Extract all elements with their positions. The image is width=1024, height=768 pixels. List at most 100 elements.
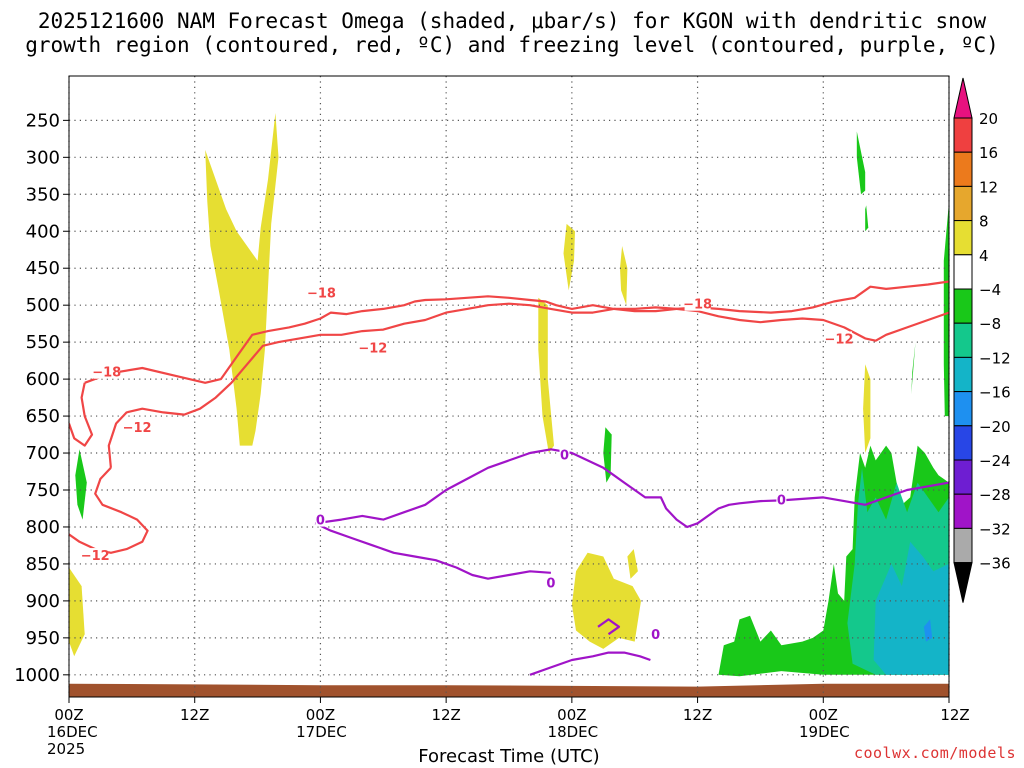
- shaded-region-2: [563, 223, 575, 291]
- contour-label-bg: [359, 340, 386, 355]
- y-tick-label: 800: [26, 517, 60, 538]
- y-tick-label: 450: [26, 258, 60, 279]
- shaded-region-13: [943, 201, 949, 417]
- contour-label: 0: [560, 449, 569, 464]
- contour-label-bg: [308, 285, 335, 300]
- contour-label-bg: [93, 364, 120, 379]
- colorbar-label: −28: [979, 486, 1011, 504]
- contour-label-bg: [545, 575, 556, 590]
- contour-label-bg: [776, 492, 787, 507]
- colorbar-label: −32: [979, 520, 1011, 538]
- y-tick-label: 250: [26, 110, 60, 131]
- colorbar-label: 12: [979, 178, 998, 196]
- contour-label-bg: [559, 447, 570, 462]
- y-tick-label: 700: [26, 443, 60, 464]
- contour-line-freezing-5: [314, 522, 551, 580]
- shaded-region-18: [69, 683, 949, 697]
- colorbar-label: 20: [979, 110, 998, 128]
- y-tick-label: 350: [26, 184, 60, 205]
- credit-link[interactable]: coolwx.com/models: [853, 744, 1016, 762]
- shaded-region-0: [69, 567, 85, 657]
- colorbar-bottom-arrow: [953, 562, 973, 603]
- colorbar-swatch: [953, 151, 973, 187]
- y-tick-label: 1000: [14, 665, 60, 686]
- x-tick-label: 12Z: [180, 706, 209, 724]
- plot-frame: [68, 75, 950, 698]
- colorbar-label: −20: [979, 418, 1011, 436]
- x-tick-label: 00Z: [54, 706, 83, 724]
- colorbar-swatch: [953, 254, 973, 290]
- x-axis-label: Forecast Time (UTC): [418, 746, 600, 767]
- contour-label: 0: [651, 628, 660, 643]
- contour-label: −18: [92, 366, 121, 381]
- colorbar-swatch: [953, 527, 973, 564]
- contour-line-dgz-1: [69, 382, 94, 447]
- x-tick-label: 2025: [47, 740, 85, 758]
- x-tick-label: 18DEC: [548, 723, 599, 741]
- shaded-region-3: [538, 297, 554, 453]
- colorbar-swatch: [953, 117, 973, 153]
- x-tick-label: 19DEC: [799, 723, 850, 741]
- contour-label: −12: [81, 549, 110, 564]
- shaded-region-16: [873, 541, 949, 675]
- colorbar-swatch: [953, 459, 973, 495]
- contour-label-bg: [82, 548, 109, 563]
- contour-line-freezing-7: [597, 618, 621, 636]
- colorbar-swatch: [953, 425, 973, 461]
- contour-label: −12: [123, 421, 152, 436]
- colorbar-label: −24: [979, 452, 1011, 470]
- contour-label-bg: [826, 331, 852, 346]
- chart-title-line1: 2025121600 NAM Forecast Omega (shaded, μ…: [37, 9, 987, 33]
- contour-label-bg: [684, 296, 711, 311]
- x-tick-label: 16DEC: [47, 723, 98, 741]
- colorbar-swatch: [953, 288, 973, 324]
- y-tick-label: 750: [26, 480, 60, 501]
- colorbar-label: −12: [979, 349, 1011, 367]
- chart-title-line2: growth region (contoured, red, ºC) and f…: [25, 33, 999, 57]
- y-tick-label: 500: [26, 295, 60, 316]
- contour-label: 0: [316, 514, 325, 529]
- y-tick-label: 900: [26, 591, 60, 612]
- contour-label-bg: [650, 627, 661, 642]
- contour-label: −18: [683, 298, 712, 313]
- contour-label: 0: [777, 494, 786, 509]
- x-tick-label: 12Z: [431, 706, 460, 724]
- shaded-region-1: [205, 113, 279, 446]
- x-tick-label: 12Z: [683, 706, 712, 724]
- y-tick-label: 650: [26, 406, 60, 427]
- shaded-region-10: [856, 131, 866, 195]
- shaded-region-7: [863, 364, 871, 453]
- x-tick-label: 12Z: [940, 706, 969, 724]
- colorbar-swatch: [953, 322, 973, 358]
- colorbar-swatch: [953, 220, 973, 256]
- x-tick-label: 00Z: [557, 706, 586, 724]
- colorbar-swatch: [953, 391, 973, 427]
- colorbar-swatch: [953, 185, 973, 222]
- colorbar-swatch: [953, 356, 973, 393]
- contour-label: −12: [358, 341, 387, 356]
- colorbar-label: −4: [979, 281, 1001, 299]
- colorbar-label: 4: [979, 247, 989, 265]
- y-tick-label: 950: [26, 628, 60, 649]
- shaded-region-8: [75, 449, 87, 520]
- contour-line-freezing-6: [529, 651, 651, 676]
- shaded-region-5: [571, 552, 641, 649]
- x-tick-label: 00Z: [809, 706, 838, 724]
- y-tick-label: 850: [26, 554, 60, 575]
- shaded-region-12: [911, 342, 916, 394]
- shaded-region-17: [923, 619, 933, 642]
- shaded-region-4: [620, 246, 628, 306]
- y-tick-label: 600: [26, 369, 60, 390]
- contour-label-bg: [124, 420, 151, 435]
- colorbar-label: 16: [979, 144, 998, 162]
- shaded-region-9: [603, 427, 612, 483]
- contour-label: 0: [546, 576, 555, 591]
- y-tick-label: 300: [26, 147, 60, 168]
- colorbar-top-arrow: [953, 77, 973, 119]
- x-tick-label: 00Z: [306, 706, 335, 724]
- contour-line-freezing-4: [315, 448, 949, 529]
- shaded-region-6: [627, 549, 638, 579]
- contour-label: −18: [307, 287, 336, 302]
- contour-label-bg: [315, 512, 326, 527]
